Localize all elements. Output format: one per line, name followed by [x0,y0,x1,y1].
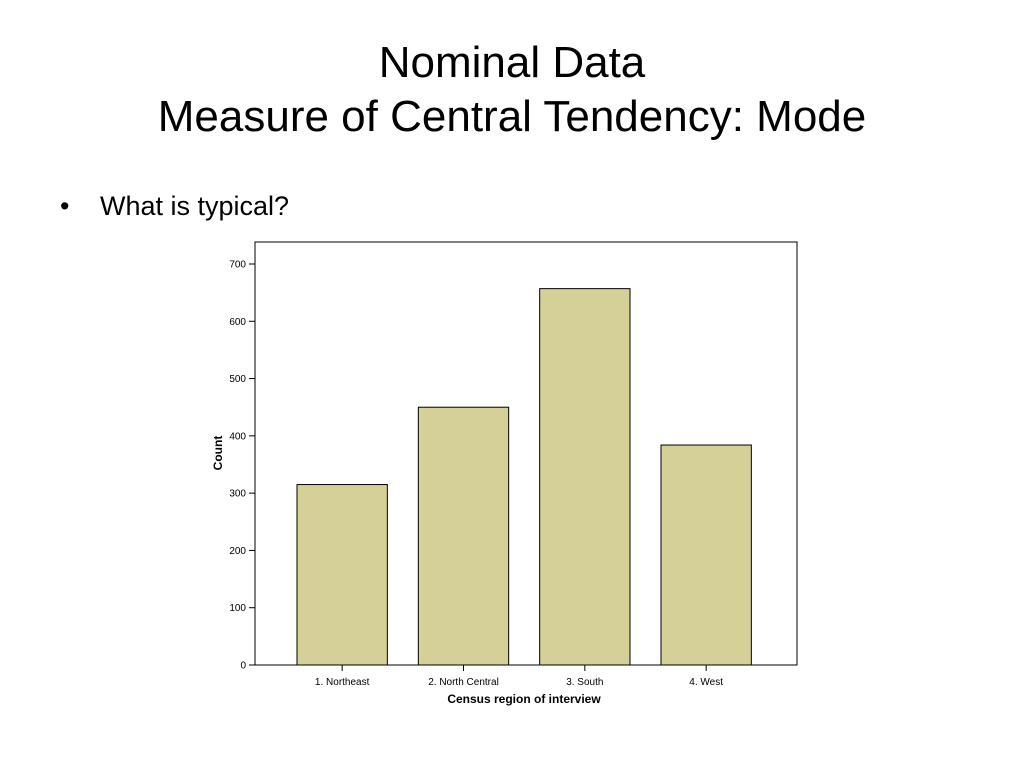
x-tick-label: 2. North Central [428,677,499,688]
slide-title-line-1: Nominal Data [378,38,646,87]
bullet-item: • What is typical? [60,188,289,224]
x-tick-label: 4. West [689,677,723,688]
bullet-list: • What is typical? [60,188,289,224]
y-tick-label: 0 [240,661,246,672]
y-axis-ticks: 0 100 200 300 400 500 600 700 [229,260,255,672]
y-tick-label: 200 [229,546,246,557]
slide-title: Nominal Data Measure of Central Tendency… [0,36,1024,144]
bar-1 [296,484,388,666]
bar-4 [660,444,752,666]
y-tick-label: 500 [229,374,246,385]
bar-2 [417,406,510,666]
y-tick-label: 400 [229,431,246,442]
bar-3 [539,288,631,666]
y-tick-label: 600 [229,317,246,328]
slide-title-line-2: Measure of Central Tendency: Mode [157,92,867,141]
bullet-dot-icon: • [60,191,70,221]
y-axis-title: Count [211,436,225,471]
x-tick-label: 3. South [566,677,603,688]
y-tick-label: 700 [229,260,246,271]
bars [296,288,752,666]
x-tick-label: 1. Northeast [315,677,370,688]
bullet-text: What is typical? [100,191,290,221]
y-tick-label: 100 [229,603,246,614]
x-axis-tick-labels: 1. Northeast 2. North Central 3. South 4. W… [315,665,723,688]
x-axis-title: Census region of interview [447,692,601,706]
y-tick-label: 300 [229,489,246,500]
